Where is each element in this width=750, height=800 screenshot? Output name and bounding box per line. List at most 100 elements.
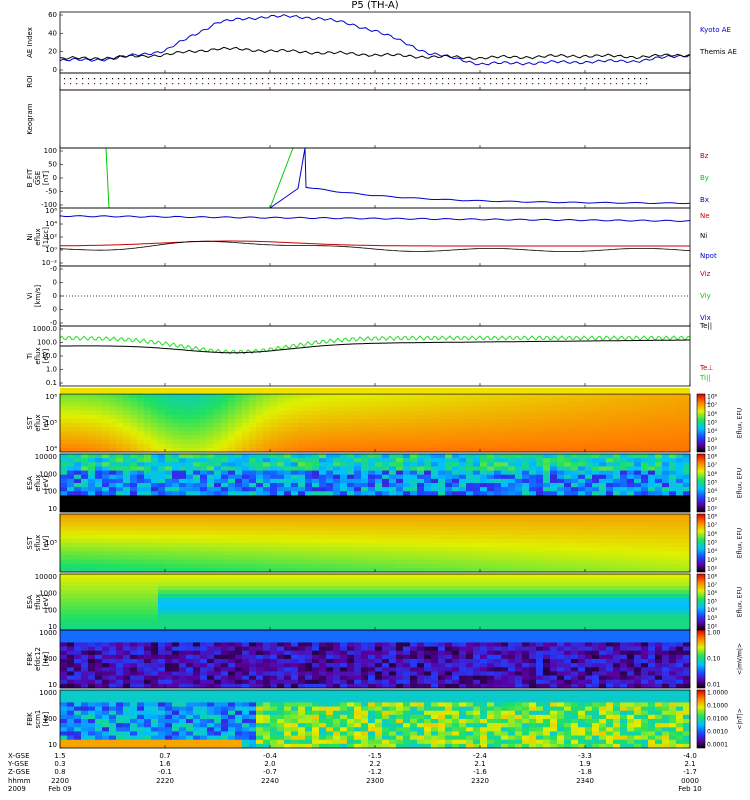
spectro-cell <box>494 503 502 509</box>
spectro-cell <box>487 514 495 519</box>
spectro-cell <box>214 402 222 407</box>
spectro-cell <box>529 499 537 505</box>
spectro-cell <box>438 602 446 607</box>
spectro-cell <box>123 427 131 432</box>
spectro-cell <box>319 547 327 552</box>
spectro-cell <box>186 470 194 476</box>
spectro-cell <box>627 462 635 467</box>
spectro-cell <box>214 610 222 615</box>
spectro-cell <box>256 398 264 403</box>
spectro-cell <box>221 483 229 488</box>
spectro-cell <box>480 487 488 492</box>
spectro-cell <box>88 406 96 411</box>
spectro-cell <box>158 447 166 453</box>
spectro-cell <box>375 447 383 453</box>
spectro-cell <box>501 530 509 536</box>
spectro-cell <box>123 559 131 565</box>
spectro-cell <box>319 447 327 453</box>
spectro-cell <box>172 470 180 476</box>
spectro-cell <box>487 563 495 569</box>
spectro-cell <box>67 590 75 595</box>
spectro-cell <box>501 406 509 411</box>
spectro-cell <box>459 518 467 523</box>
spectro-cell <box>417 563 425 569</box>
spectro-cell <box>536 427 544 432</box>
spectro-cell <box>228 410 236 416</box>
spectro-cell <box>508 547 516 552</box>
spectro-cell <box>200 495 208 500</box>
spectro-cell <box>130 598 138 603</box>
spectro-cell <box>487 454 495 459</box>
spectro-cell <box>235 526 243 531</box>
spectro-cell <box>438 606 446 611</box>
spectro-cell <box>599 462 607 467</box>
spectro-cell <box>130 507 138 513</box>
roi-dot <box>634 83 636 85</box>
spectro-cell <box>186 522 194 527</box>
spectro-cell <box>228 574 236 579</box>
spectro-cell <box>179 543 187 548</box>
spectro-cell <box>382 447 390 453</box>
spectro-cell <box>382 582 390 587</box>
spectro-cell <box>95 530 103 536</box>
spectro-cell <box>389 582 397 587</box>
spectro-cell <box>347 398 355 403</box>
spectro-cell <box>102 427 110 432</box>
spectro-cell <box>445 406 453 411</box>
spectro-cell <box>620 514 628 519</box>
spectro-cell <box>172 474 180 480</box>
spectro-cell <box>221 503 229 509</box>
spectro-cell <box>445 439 453 445</box>
spectro-cell <box>522 478 530 484</box>
spectro-cell <box>249 466 257 471</box>
spectro-cell <box>319 563 327 569</box>
spectro-cell <box>326 495 334 500</box>
spectro-cell <box>606 435 614 440</box>
spectro-cell <box>109 454 117 459</box>
spectro-cell <box>291 547 299 552</box>
spectro-cell <box>186 578 194 583</box>
spectro-cell <box>361 567 369 573</box>
spectro-cell <box>620 470 628 476</box>
spectro-cell <box>88 470 96 476</box>
spectro-cell <box>116 614 124 619</box>
spectro-cell <box>179 530 187 536</box>
spectro-cell <box>578 406 586 411</box>
spectro-cell <box>529 491 537 496</box>
spectro-cell <box>571 394 579 399</box>
spectro-cell <box>466 458 474 463</box>
spectro-cell <box>102 398 110 403</box>
spectro-cell <box>571 559 579 565</box>
spectro-cell <box>543 487 551 492</box>
spectro-cell <box>67 418 75 424</box>
spectro-cell <box>256 622 264 627</box>
spectro-cell <box>382 606 390 611</box>
spectro-cell <box>648 567 656 573</box>
spectro-cell <box>179 578 187 583</box>
spectro-cell <box>74 622 82 627</box>
spectro-cell <box>403 423 411 428</box>
spectro-cell <box>494 431 502 436</box>
spectro-cell <box>326 474 334 480</box>
spectro-cell <box>466 439 474 445</box>
spectro-cell <box>305 427 313 432</box>
roi-dot <box>562 78 564 80</box>
spectrogram-10 <box>60 574 691 631</box>
spectro-cell <box>165 474 173 480</box>
spectro-cell <box>207 499 215 505</box>
spectro-cell <box>179 491 187 496</box>
spectro-cell <box>305 483 313 488</box>
spectro-cell <box>613 567 621 573</box>
spectro-cell <box>347 454 355 459</box>
spectro-cell <box>137 606 145 611</box>
spectro-cell <box>172 594 180 599</box>
spectro-cell <box>326 423 334 428</box>
spectro-cell <box>340 555 348 560</box>
spectro-cell <box>130 626 138 631</box>
spectro-cell <box>179 518 187 523</box>
spectro-cell <box>543 495 551 500</box>
spectro-cell <box>74 470 82 476</box>
spectro-cell <box>529 526 537 531</box>
spectro-cell <box>592 495 600 500</box>
spectro-cell <box>543 454 551 459</box>
